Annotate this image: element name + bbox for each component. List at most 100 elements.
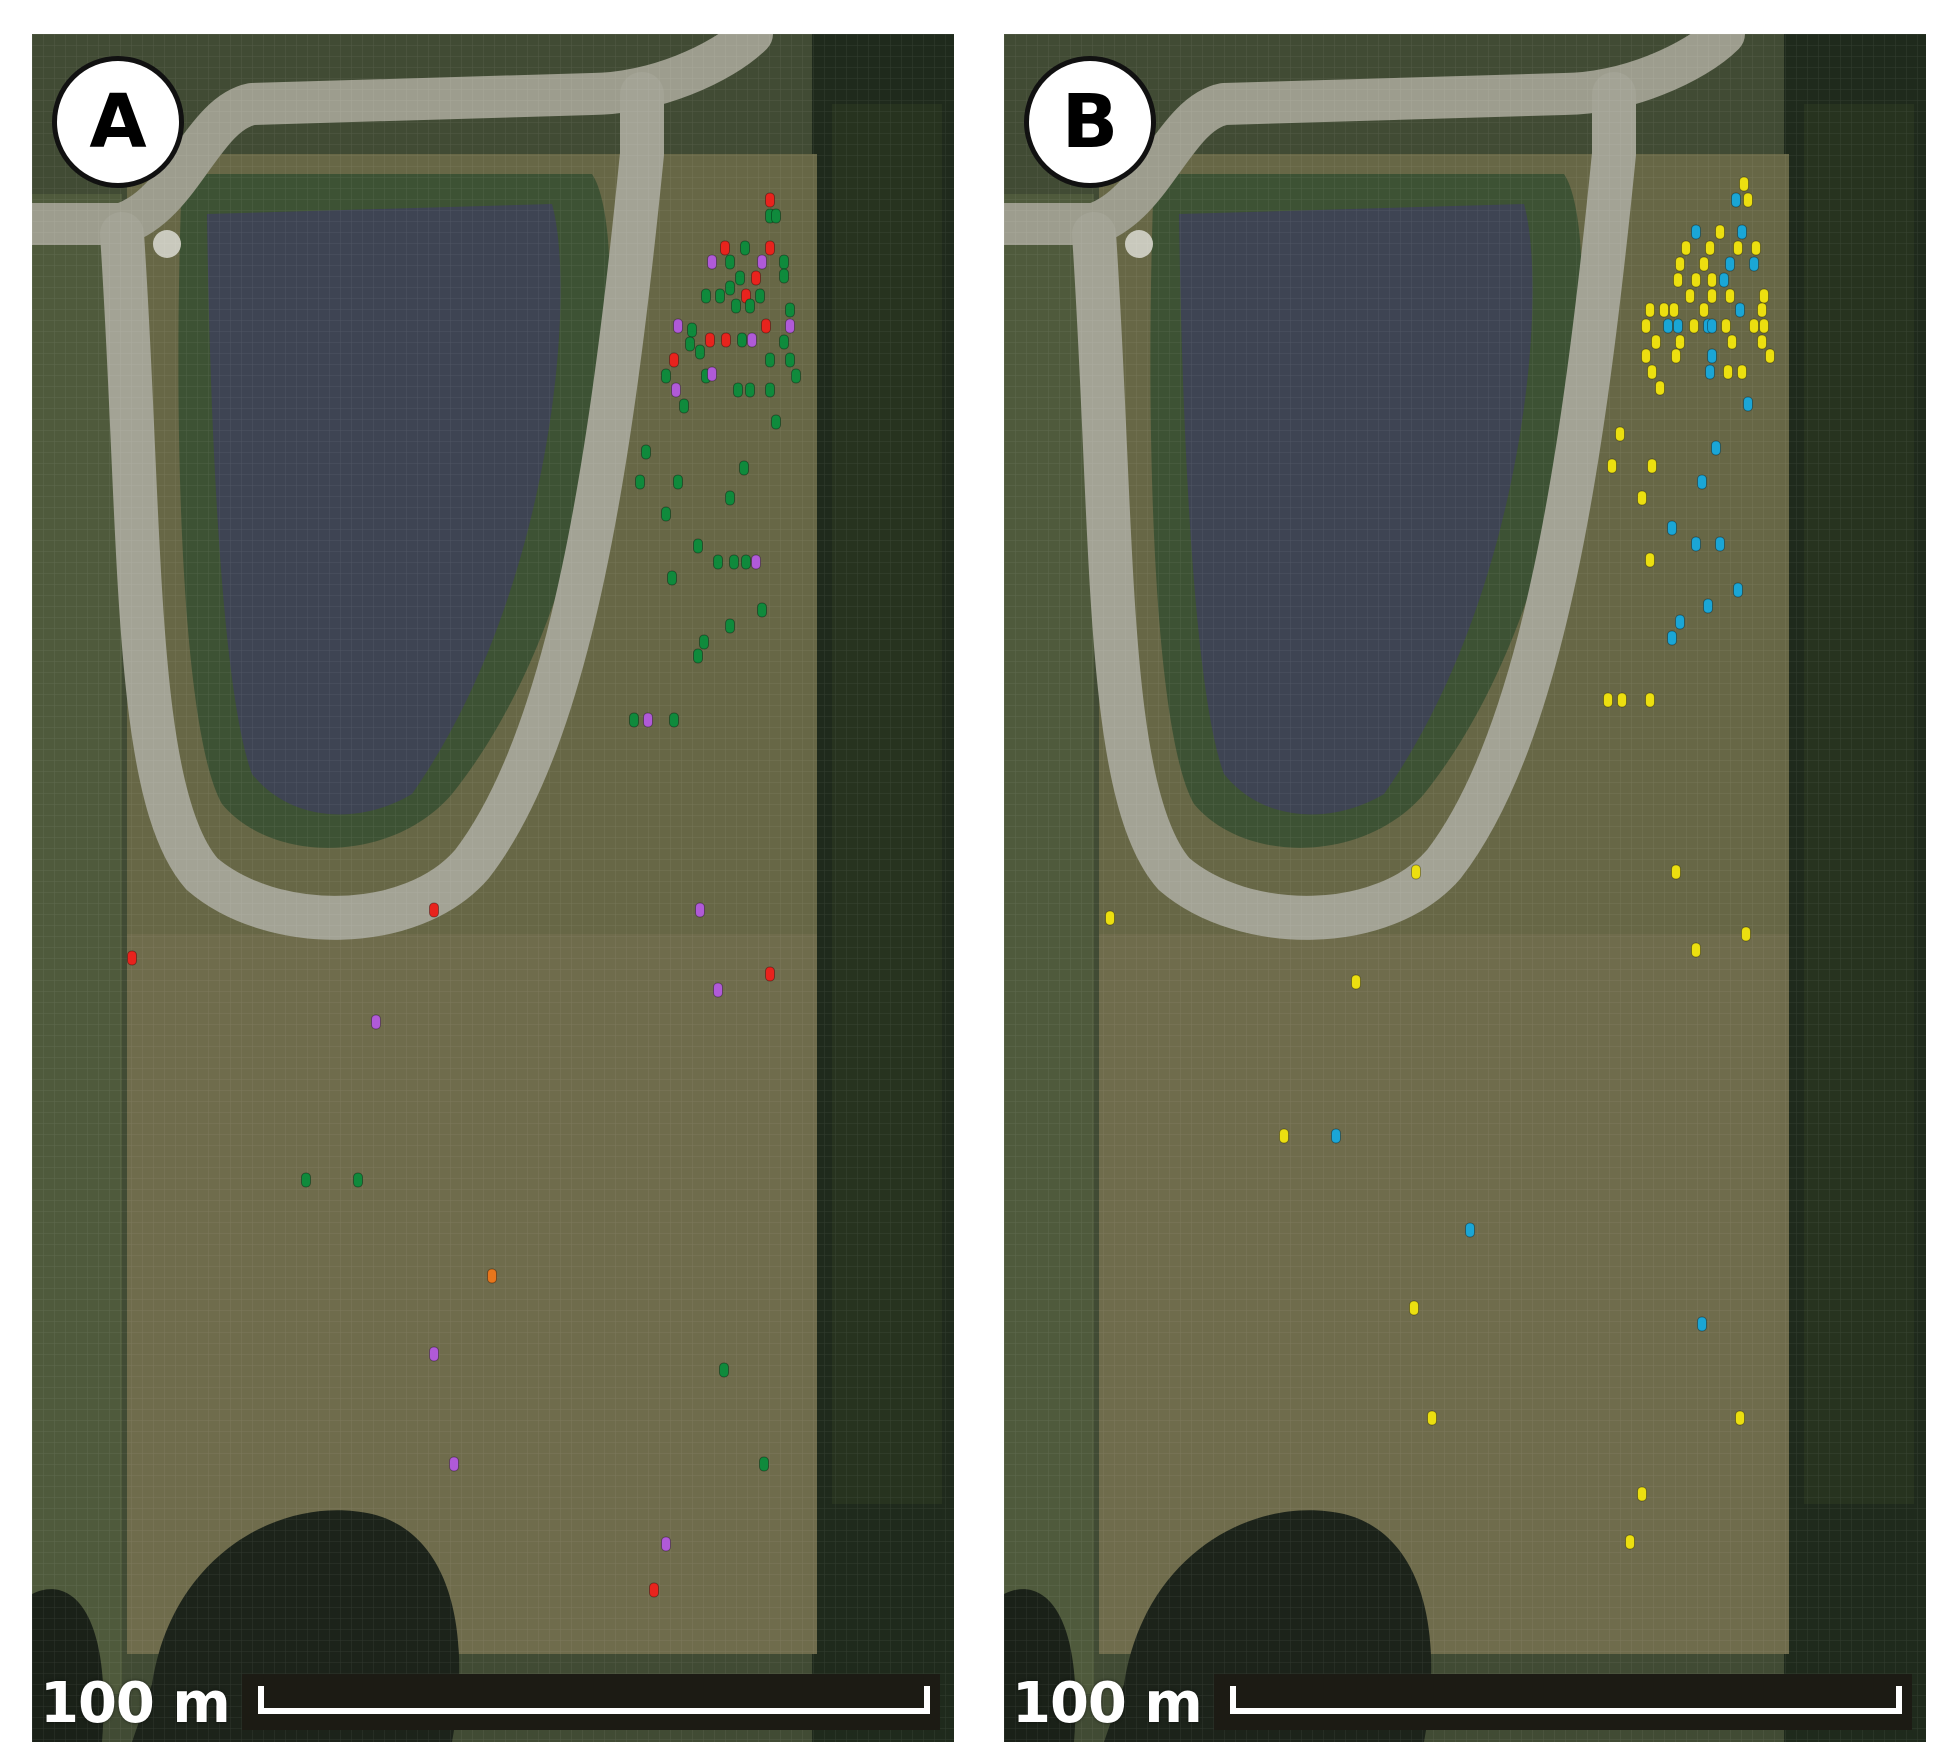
marker-cyan-62 [1703, 598, 1713, 614]
marker-yellow-81 [1637, 1486, 1647, 1502]
marker-green-58 [725, 618, 735, 634]
marker-green-45 [641, 444, 651, 460]
marker-purple-37 [707, 366, 717, 382]
marker-yellow-54 [1647, 458, 1657, 474]
scale-track-a [242, 1674, 940, 1730]
marker-yellow-71 [1741, 926, 1751, 942]
map-panel-a: A 100 m [32, 34, 954, 1742]
marker-green-8 [779, 254, 789, 270]
marker-green-44 [771, 414, 781, 430]
marker-yellow-24 [1659, 302, 1669, 318]
marker-green-52 [713, 554, 723, 570]
marker-layer-a [127, 192, 801, 1598]
marker-yellow-80 [1735, 1410, 1745, 1426]
marker-yellow-8 [1733, 240, 1743, 256]
marker-yellow-65 [1603, 692, 1613, 708]
marker-green-9 [779, 268, 789, 284]
marker-yellow-25 [1699, 302, 1709, 318]
marker-yellow-22 [1759, 288, 1769, 304]
marker-yellow-7 [1705, 240, 1715, 256]
marker-green-56 [667, 570, 677, 586]
marker-yellow-82 [1625, 1534, 1635, 1550]
marker-green-34 [785, 352, 795, 368]
marker-red-67 [765, 966, 775, 982]
marker-yellow-67 [1645, 692, 1655, 708]
marker-yellow-0 [1739, 176, 1749, 192]
panel-label-a: A [52, 56, 184, 188]
marker-yellow-18 [1685, 288, 1695, 304]
marker-cyan-61 [1733, 582, 1743, 598]
marker-yellow-74 [1279, 1128, 1289, 1144]
marker-yellow-40 [1757, 334, 1767, 350]
marker-cyan-75 [1331, 1128, 1341, 1144]
scale-bar-line-b [1230, 1686, 1902, 1714]
marker-purple-28 [785, 318, 795, 334]
marker-green-2 [771, 208, 781, 224]
marker-purple-77 [661, 1536, 671, 1552]
marker-green-43 [679, 398, 689, 414]
marker-green-12 [735, 270, 745, 286]
marker-red-66 [127, 950, 137, 966]
marker-cyan-59 [1715, 536, 1725, 552]
marker-green-40 [733, 382, 743, 398]
marker-yellow-38 [1675, 334, 1685, 350]
marker-green-50 [661, 506, 671, 522]
scale-label-b: 100 m [1012, 1671, 1203, 1736]
map-panel-b: B 100 m [1004, 34, 1926, 1742]
marker-cyan-3 [1691, 224, 1701, 240]
marker-red-5 [765, 240, 775, 256]
marker-cyan-5 [1737, 224, 1747, 240]
marker-cyan-55 [1697, 474, 1707, 490]
marker-green-18 [731, 298, 741, 314]
marker-yellow-28 [1641, 318, 1651, 334]
marker-yellow-16 [1707, 272, 1717, 288]
marker-cyan-43 [1707, 348, 1717, 364]
marker-yellow-23 [1645, 302, 1655, 318]
grid-overlay [32, 34, 954, 1742]
marker-green-14 [701, 288, 711, 304]
marker-green-20 [785, 302, 795, 318]
marker-purple-68 [713, 982, 723, 998]
marker-purple-39 [671, 382, 681, 398]
marker-purple-26 [747, 332, 757, 348]
marker-yellow-42 [1671, 348, 1681, 364]
scale-bar-line-a [258, 1686, 930, 1714]
marker-yellow-72 [1691, 942, 1701, 958]
marker-yellow-51 [1615, 426, 1625, 442]
marker-yellow-34 [1721, 318, 1731, 334]
marker-red-78 [649, 1582, 659, 1598]
marker-yellow-44 [1765, 348, 1775, 364]
marker-green-30 [685, 336, 695, 352]
marker-green-46 [739, 460, 749, 476]
marker-yellow-45 [1647, 364, 1657, 380]
scale-track-b [1214, 1674, 1912, 1730]
marker-green-17 [755, 288, 765, 304]
marker-green-19 [745, 298, 755, 314]
marker-red-4 [720, 240, 730, 256]
marker-yellow-14 [1673, 272, 1683, 288]
marker-cyan-12 [1725, 256, 1735, 272]
marker-green-41 [745, 382, 755, 398]
marker-cyan-17 [1719, 272, 1729, 288]
marker-green-61 [629, 712, 639, 728]
marker-yellow-27 [1757, 302, 1767, 318]
marker-green-49 [725, 490, 735, 506]
marker-yellow-49 [1655, 380, 1665, 396]
marker-yellow-21 [1669, 302, 1679, 318]
marker-purple-69 [371, 1014, 381, 1030]
marker-yellow-36 [1759, 318, 1769, 334]
marker-green-47 [635, 474, 645, 490]
marker-yellow-60 [1645, 552, 1655, 568]
marker-green-70 [301, 1172, 311, 1188]
marker-cyan-78 [1697, 1316, 1707, 1332]
marker-yellow-15 [1691, 272, 1701, 288]
marker-yellow-39 [1727, 334, 1737, 350]
marker-cyan-30 [1673, 318, 1683, 334]
marker-red-64 [429, 902, 439, 918]
marker-red-31 [669, 352, 679, 368]
marker-green-57 [757, 602, 767, 618]
marker-yellow-41 [1641, 348, 1651, 364]
marker-cyan-26 [1735, 302, 1745, 318]
marker-yellow-2 [1743, 192, 1753, 208]
marker-yellow-70 [1105, 910, 1115, 926]
